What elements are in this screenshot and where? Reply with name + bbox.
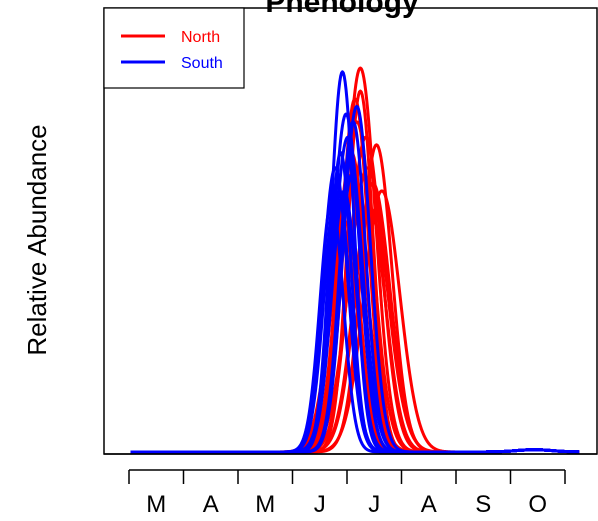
month-label: J — [368, 491, 380, 518]
chart-title: Phenology — [265, 0, 419, 19]
legend: North South — [103, 7, 245, 89]
month-label: M — [146, 491, 166, 518]
month-label: S — [475, 491, 491, 518]
legend-label-south: South — [181, 55, 223, 72]
legend-box — [103, 7, 245, 89]
month-label: A — [421, 491, 437, 518]
month-label: J — [314, 491, 326, 518]
month-label: A — [203, 491, 219, 518]
curves-layer — [130, 66, 580, 454]
y-axis-label: Relative Abundance — [22, 124, 52, 355]
curve-south — [130, 174, 580, 454]
month-label: M — [255, 491, 275, 518]
month-label: O — [528, 491, 547, 518]
legend-label-north: North — [181, 29, 220, 46]
